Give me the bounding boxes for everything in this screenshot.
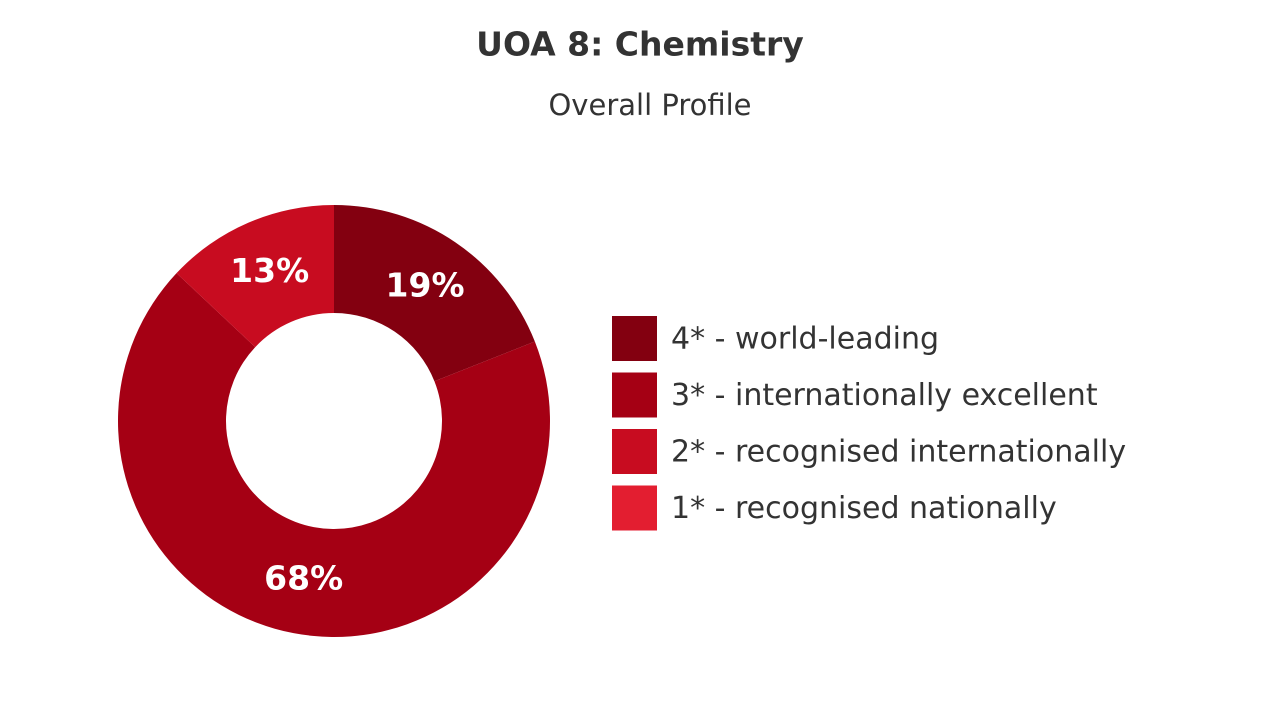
donut-slice bbox=[117, 273, 551, 637]
donut-slice bbox=[334, 205, 535, 382]
legend-swatch bbox=[612, 372, 657, 418]
legend-label: 2* - recognised internationally bbox=[671, 435, 1126, 470]
data-label: 19% bbox=[386, 266, 465, 305]
legend-swatch bbox=[612, 485, 657, 531]
data-label: 13% bbox=[230, 251, 309, 290]
chart-subtitle: Overall Profile bbox=[548, 88, 751, 122]
donut-slice bbox=[176, 205, 334, 348]
legend-label: 4* - world-leading bbox=[671, 322, 939, 357]
legend-label: 3* - internationally excellent bbox=[671, 378, 1098, 413]
legend-swatch bbox=[612, 316, 657, 361]
data-label: 68% bbox=[264, 559, 343, 598]
chart-title: UOA 8: Chemistry bbox=[476, 25, 804, 64]
legend-label: 1* - recognised nationally bbox=[671, 491, 1057, 526]
legend-swatch bbox=[612, 429, 657, 474]
